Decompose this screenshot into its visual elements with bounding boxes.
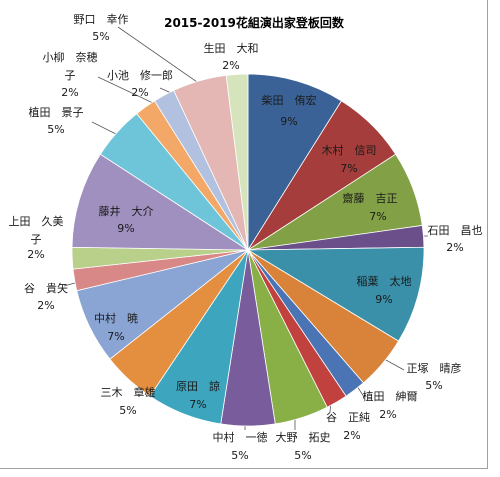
- slice-percent-label: 2%: [222, 59, 239, 72]
- slice-percent-label: 2%: [343, 429, 360, 442]
- pie-slice: [246, 246, 425, 342]
- slice-percent-label: 2%: [27, 248, 44, 261]
- slice-name-label: 原田 諒: [176, 379, 220, 393]
- pie-slices: [71, 73, 425, 427]
- slice-percent-label: 2%: [379, 408, 396, 421]
- slice-percent-label: 2%: [446, 241, 463, 254]
- slice-name-label: 柴田 侑宏: [262, 93, 317, 107]
- slice-percent-label: 5%: [294, 449, 311, 462]
- slice-name-label: 齋藤 吉正: [343, 191, 398, 205]
- pie-slice: [71, 153, 250, 251]
- slice-name-label: 子: [31, 233, 42, 246]
- slice-percent-label: 5%: [231, 449, 248, 462]
- slice-name-label: 植田 紳爾: [363, 389, 418, 403]
- slice-percent-label: 2%: [37, 299, 54, 312]
- slice-percent-label: 7%: [107, 330, 124, 343]
- slice-percent-label: 9%: [375, 293, 392, 306]
- slice-name-label: 谷 貴矢: [24, 281, 68, 295]
- slice-name-label: 小池 修一郎: [107, 68, 173, 82]
- pie-slice: [225, 73, 249, 251]
- slice-percent-label: 5%: [425, 379, 442, 392]
- slice-name-label: 生田 大和: [204, 41, 259, 55]
- slice-name-label: 石田 昌也: [428, 224, 483, 237]
- data-labels: 柴田 侑宏 9% 木村 信司 7% 齋藤 吉正 7% 石田 昌也 2% 稲葉 太地 9% 正塚 晴彦…: [9, 13, 483, 462]
- slice-name-label: 小柳 奈穂: [43, 50, 98, 64]
- slice-name-label: 稲葉 太地: [357, 274, 412, 288]
- slice-percent-label: 7%: [340, 162, 357, 175]
- slice-name-label: 藤井 大介: [99, 204, 154, 218]
- slice-percent-label: 7%: [369, 210, 386, 223]
- chart-title: 2015-2019花組演出家登板回数: [164, 15, 345, 30]
- slice-name-label: 上田 久美: [9, 215, 64, 228]
- slice-percent-label: 5%: [119, 404, 136, 417]
- slice-percent-label: 7%: [189, 398, 206, 411]
- slice-percent-label: 2%: [131, 86, 148, 99]
- slice-name-label: 野口 幸作: [74, 13, 129, 26]
- slice-percent-label: 9%: [117, 222, 134, 235]
- slice-percent-label: 9%: [280, 115, 297, 128]
- pie-slice: [247, 73, 343, 252]
- slice-name-label: 中村 一徳: [213, 430, 268, 444]
- slice-percent-label: 5%: [47, 123, 64, 136]
- slice-percent-label: 2%: [61, 86, 78, 99]
- leader-line: [91, 121, 121, 136]
- slice-name-label: 木村 信司: [322, 143, 377, 157]
- slice-percent-label: 5%: [92, 30, 109, 43]
- slice-name-label: 中村 暁: [94, 311, 138, 325]
- slice-name-label: 植田 景子: [29, 105, 84, 119]
- slice-name-label: 谷 正純: [326, 411, 370, 424]
- slice-name-label: 三木 章雄: [101, 385, 156, 399]
- slice-name-label: 正塚 晴彦: [407, 361, 462, 375]
- slice-name-label: 大野 拓史: [276, 430, 331, 444]
- slice-name-label: 子: [65, 69, 76, 82]
